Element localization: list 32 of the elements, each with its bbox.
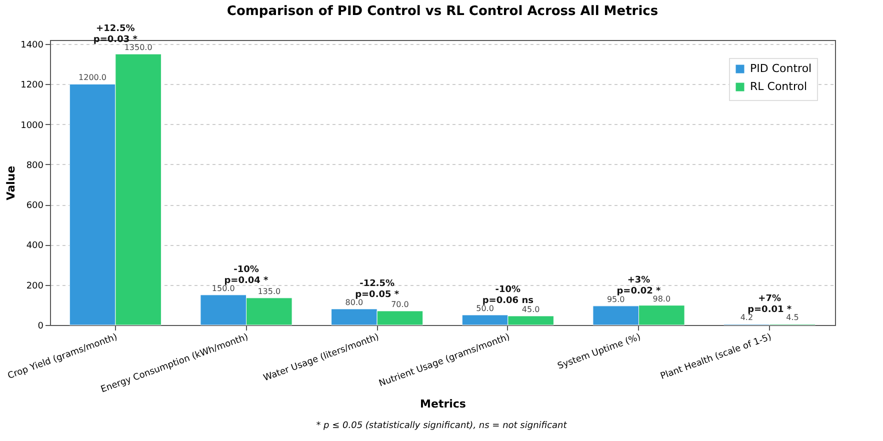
data-label: 1350.0 bbox=[124, 43, 152, 52]
annotation: -12.5% p=0.05 * bbox=[355, 278, 400, 300]
data-label: 4.5 bbox=[786, 313, 799, 322]
legend-label: PID Control bbox=[750, 62, 812, 75]
data-label: 4.2 bbox=[740, 313, 754, 322]
legend-label: RL Control bbox=[750, 80, 808, 93]
data-label: 1200.0 bbox=[78, 73, 107, 82]
data-label: 45.0 bbox=[522, 304, 540, 314]
data-label: 150.0 bbox=[212, 284, 235, 293]
data-label: 135.0 bbox=[258, 286, 281, 296]
y-tick-label: 0 bbox=[38, 322, 44, 332]
y-tick-label: 1400 bbox=[20, 40, 44, 51]
annotation: -10% p=0.06 ns bbox=[482, 284, 534, 306]
y-tick-label: 1200 bbox=[20, 80, 44, 91]
y-tick-label: 800 bbox=[26, 160, 44, 171]
y-tick-label: 400 bbox=[26, 241, 44, 252]
data-label: 95.0 bbox=[606, 294, 625, 304]
annotation: -10% p=0.04 * bbox=[224, 264, 269, 286]
y-tick-label: 1000 bbox=[20, 120, 44, 131]
data-label: 80.0 bbox=[345, 298, 364, 307]
x-axis-title: Metrics bbox=[420, 397, 466, 410]
data-label: 98.0 bbox=[652, 294, 671, 304]
chart-title: Comparison of PID Control vs RL Control Across All Metrics bbox=[226, 4, 658, 20]
data-label: 70.0 bbox=[391, 300, 409, 309]
x-tick-label: System Uptime (%) bbox=[556, 332, 642, 372]
data-label: 50.0 bbox=[476, 304, 494, 313]
y-tick-label: 200 bbox=[26, 281, 44, 292]
text: * p ≤ 0.05 (statistically significant), ns = not significant bbox=[315, 421, 568, 431]
y-tick-label: 600 bbox=[26, 201, 44, 212]
annotation: +3% p=0.02 * bbox=[616, 275, 662, 296]
annotation: +7% p=0.01 * bbox=[748, 294, 792, 316]
y-axis-title: Value bbox=[4, 166, 18, 200]
